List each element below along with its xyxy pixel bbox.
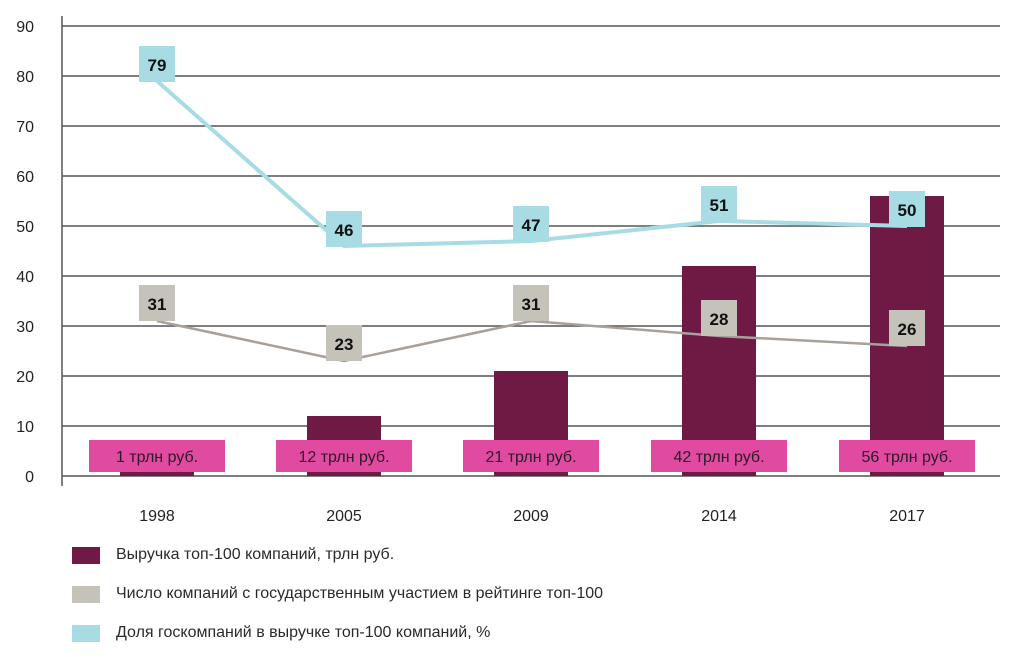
bar-label-box: [651, 440, 787, 472]
value-label: 31: [148, 295, 167, 314]
value-label-box: [326, 325, 362, 361]
legend-swatch: [72, 585, 100, 603]
y-tick-label: 20: [16, 369, 34, 386]
bar-label: 12 трлн руб.: [298, 449, 389, 466]
value-label-box: [701, 300, 737, 336]
y-tick-label: 70: [16, 119, 34, 136]
bar-label-box: [839, 440, 975, 472]
value-label-box: [326, 211, 362, 247]
value-label-box: [701, 186, 737, 222]
bar-label-box: [463, 440, 599, 472]
legend-label: Доля госкомпаний в выручке топ-100 компа…: [116, 624, 491, 641]
y-tick-label: 90: [16, 19, 34, 36]
value-label-box: [513, 206, 549, 242]
y-tick-label: 30: [16, 319, 34, 336]
y-tick-label: 50: [16, 219, 34, 236]
x-tick-label: 1998: [139, 508, 175, 525]
legend-label: Выручка топ-100 компаний, трлн руб.: [116, 546, 395, 563]
x-tick-label: 2017: [889, 508, 925, 525]
y-tick-label: 60: [16, 169, 34, 186]
bar-label: 21 трлн руб.: [485, 449, 576, 466]
value-label: 51: [710, 196, 729, 215]
y-tick-label: 40: [16, 269, 34, 286]
legend-swatch: [72, 546, 100, 564]
x-axis: 1998 2005 2009 2014 2017: [139, 508, 925, 525]
value-label: 50: [898, 201, 917, 220]
value-label: 79: [148, 56, 167, 75]
bar: [120, 471, 194, 476]
legend-item: Выручка топ-100 компаний, трлн руб.: [72, 545, 603, 565]
x-tick-label: 2005: [326, 508, 362, 525]
value-label: 46: [335, 221, 354, 240]
bar-label-box: [276, 440, 412, 472]
value-label: 31: [522, 295, 541, 314]
bar-label: 42 трлн руб.: [673, 449, 764, 466]
bar-label: 56 трлн руб.: [861, 449, 952, 466]
series-line: [156, 319, 908, 363]
legend-item: Доля госкомпаний в выручке топ-100 компа…: [72, 623, 603, 643]
y-tick-label: 80: [16, 69, 34, 86]
value-label-box: [139, 46, 175, 82]
value-label: 26: [898, 320, 917, 339]
y-tick-label: 0: [25, 469, 34, 486]
value-label: 28: [710, 310, 729, 329]
bar-label: 1 трлн руб.: [116, 449, 198, 466]
value-label: 47: [522, 216, 541, 235]
line-series: 31 23 31 28 26 79 46 47 51 50: [139, 46, 925, 363]
value-label: 23: [335, 335, 354, 354]
y-axis: 0 10 20 30 40 50 60 70 80 90: [16, 16, 63, 486]
x-tick-label: 2014: [701, 508, 737, 525]
value-label-box: [889, 191, 925, 227]
value-label-box: [513, 285, 549, 321]
legend-label: Число компаний с государственным участие…: [116, 585, 604, 602]
legend: Выручка топ-100 компаний, трлн руб. Число…: [72, 545, 603, 662]
bar-label-box: [89, 440, 225, 472]
value-label-box: [889, 310, 925, 346]
legend-item: Число компаний с государственным участие…: [72, 584, 603, 604]
legend-swatch: [72, 624, 100, 642]
y-tick-label: 10: [16, 419, 34, 436]
chart-canvas: 0 10 20 30 40 50 60 70 80 90 1 трлн руб. 12 трлн р…: [16, 16, 1000, 525]
bar-value-labels: 1 трлн руб. 12 трлн руб. 21 трлн руб. 42 тр…: [89, 440, 975, 472]
x-tick-label: 2009: [513, 508, 549, 525]
value-label-box: [139, 285, 175, 321]
